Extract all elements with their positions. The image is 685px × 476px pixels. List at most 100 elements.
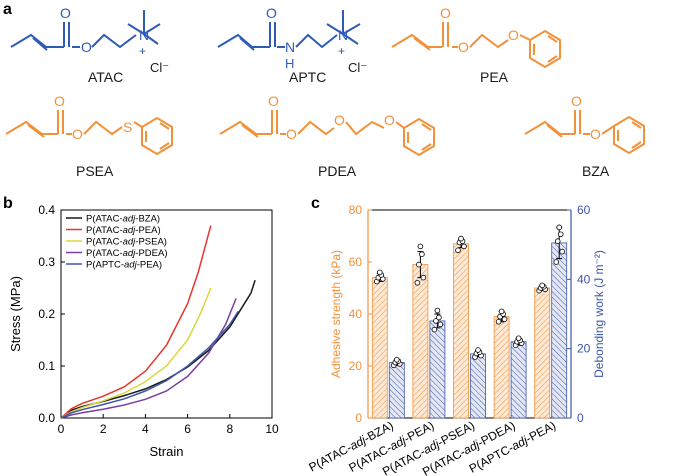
data-point <box>539 282 545 289</box>
bar <box>510 341 527 419</box>
data-point <box>515 335 522 342</box>
y-axis-label: Stress (MPa) <box>8 276 23 352</box>
data-point <box>431 326 438 333</box>
molecule-atac: O O N + Cl⁻ ATAC <box>10 5 169 85</box>
panel-label-c: c <box>311 195 320 212</box>
data-point <box>455 247 461 254</box>
data-point <box>458 235 464 242</box>
bar <box>493 316 510 419</box>
stress-strain-chart: 0 2 4 6 8 10 0.0 0.1 0.2 0.3 0.4 Strain Stress (MPa)… <box>8 203 279 459</box>
aptc-counterion: Cl⁻ <box>348 60 367 75</box>
x-axis-label: Strain <box>150 444 184 459</box>
adhesion-bar-chart: 0 20 40 60 80 0 20 40 60 Adhesive strength (kPa) D… <box>307 203 606 476</box>
left-tick-label: 80 <box>349 203 363 217</box>
atac-name: ATAC <box>88 69 123 85</box>
y-tick-label: 0.2 <box>38 307 55 321</box>
psea-atom-o1: O <box>54 93 65 109</box>
y-tick-label: 0.0 <box>38 411 55 425</box>
data-point <box>556 224 562 231</box>
pdea-atom-o3: O <box>334 112 345 128</box>
atac-atom-o2: O <box>81 39 92 55</box>
data-point <box>414 279 421 286</box>
data-point <box>557 231 564 238</box>
aptc-name: APTC <box>289 69 326 85</box>
data-point <box>393 356 400 363</box>
bar <box>371 277 388 419</box>
series-line <box>60 225 212 419</box>
bar <box>412 264 429 419</box>
bar <box>534 287 551 419</box>
left-tick-label: 0 <box>355 411 362 425</box>
left-axis-label: Adhesive strength (kPa) <box>329 250 343 378</box>
y-tick-label: 0.3 <box>38 255 55 269</box>
molecule-bza: O O BZA <box>524 93 645 179</box>
panel-label-a: a <box>3 1 12 18</box>
aptc-atom-n2: N <box>338 27 348 43</box>
aptc-charge: + <box>338 44 345 58</box>
pea-atom-o1: O <box>440 5 451 21</box>
left-tick-label: 20 <box>349 359 363 373</box>
aptc-atom-n1: N <box>285 39 295 55</box>
x-tick-label: 0 <box>58 422 65 436</box>
series-line <box>60 310 239 419</box>
data-point <box>436 314 442 321</box>
bza-atom-o2: O <box>590 126 601 142</box>
data-point <box>417 243 424 250</box>
data-point <box>495 318 502 325</box>
data-point <box>437 321 444 328</box>
bar <box>551 242 568 419</box>
data-point <box>554 238 561 245</box>
x-tick-label: 10 <box>265 422 279 436</box>
panel-label-b: b <box>3 195 13 212</box>
bar <box>388 362 405 419</box>
data-point <box>433 318 439 324</box>
x-tick-label: 4 <box>142 422 149 436</box>
data-point <box>416 261 422 268</box>
atac-charge: + <box>139 44 146 58</box>
psea-name: PSEA <box>76 163 114 179</box>
right-tick-label: 0 <box>577 411 584 425</box>
aptc-atom-h: H <box>285 56 294 71</box>
molecule-pdea: O O O O PDEA <box>219 93 435 179</box>
psea-atom-o2: O <box>72 126 83 142</box>
right-axis-label: Debonding work (J m⁻²) <box>592 250 606 378</box>
data-point <box>434 307 441 314</box>
data-point <box>553 259 559 265</box>
pea-name: PEA <box>480 69 509 85</box>
pea-atom-o2: O <box>458 39 469 55</box>
data-point <box>498 308 505 315</box>
pdea-name: PDEA <box>318 163 357 179</box>
series-line <box>60 279 256 419</box>
pdea-atom-o1: O <box>268 93 279 109</box>
pdea-atom-o4: O <box>384 112 395 128</box>
bza-atom-o1: O <box>571 93 582 109</box>
pdea-atom-o2: O <box>286 126 297 142</box>
data-point <box>559 248 565 255</box>
pea-atom-o3: O <box>508 27 519 43</box>
psea-atom-s: S <box>123 119 132 135</box>
bar <box>453 243 469 419</box>
data-point <box>376 269 383 276</box>
atac-atom-n: N <box>139 27 149 43</box>
bar <box>470 353 486 419</box>
right-tick-label: 40 <box>577 272 591 286</box>
data-point <box>461 243 467 250</box>
bar <box>429 320 446 419</box>
atac-counterion: Cl⁻ <box>150 60 169 75</box>
legend-label: P(ATAC-adj-PDEA) <box>86 248 167 259</box>
x-tick-label: 8 <box>226 422 233 436</box>
data-point <box>501 316 508 323</box>
atac-atom-o1: O <box>60 5 71 21</box>
left-tick-label: 40 <box>349 307 363 321</box>
right-tick-label: 60 <box>577 203 591 217</box>
series-line <box>60 287 212 419</box>
right-tick-label: 20 <box>577 342 591 356</box>
bza-name: BZA <box>582 163 610 179</box>
y-tick-label: 0.1 <box>38 359 55 373</box>
left-tick-label: 60 <box>349 255 363 269</box>
data-point <box>475 347 481 353</box>
aptc-atom-o: O <box>266 5 277 21</box>
molecule-pea: O O O PEA <box>391 5 561 85</box>
y-tick-label: 0.4 <box>38 203 55 217</box>
